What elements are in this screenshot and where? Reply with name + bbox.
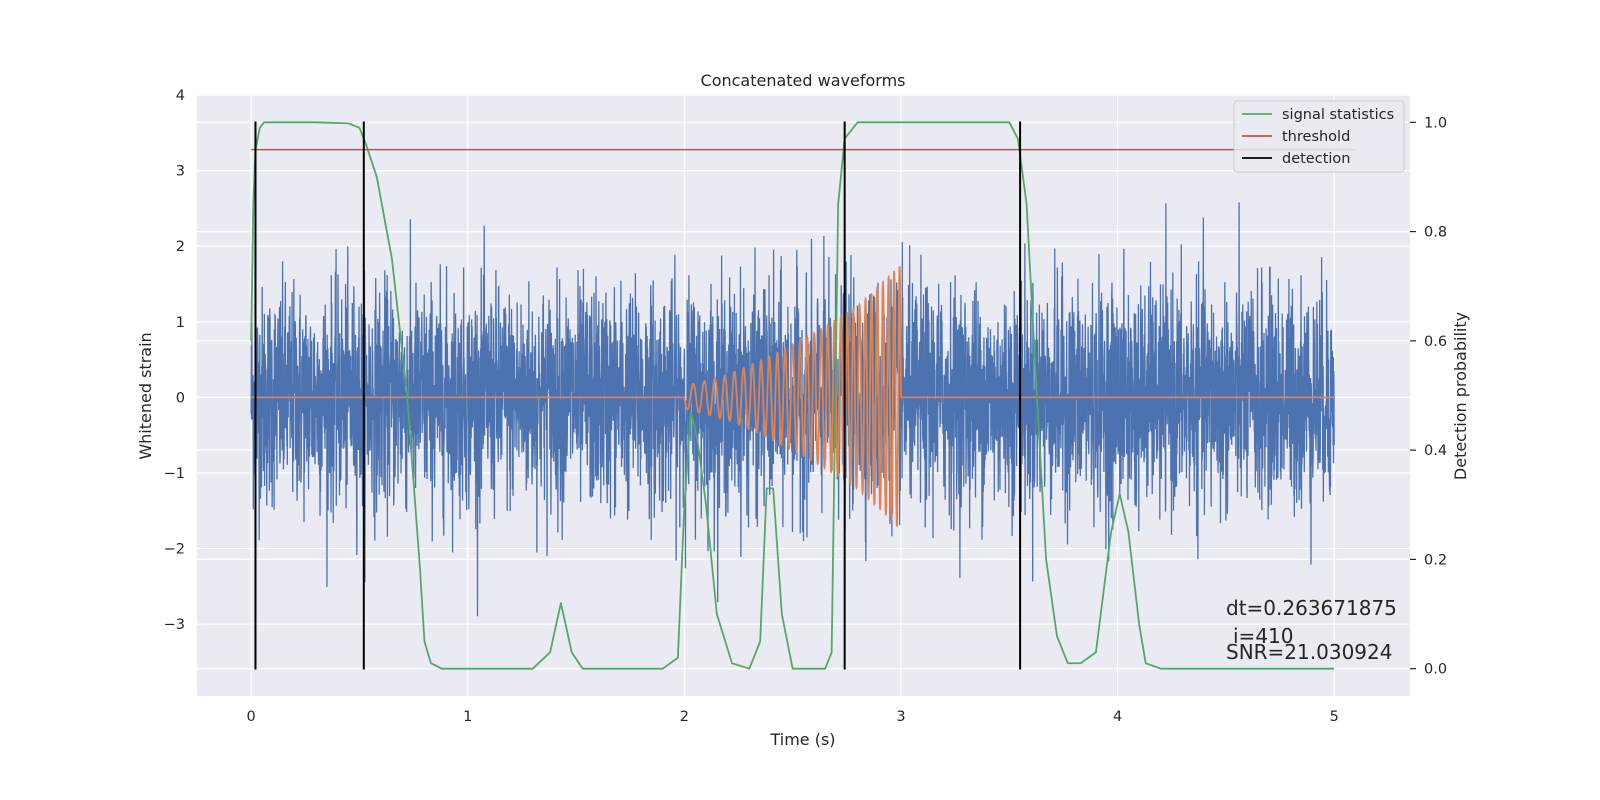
y-tick-label: 0 (176, 390, 185, 406)
strain-series (250, 202, 1335, 617)
signal-line (251, 266, 1335, 527)
signal-series (251, 266, 1335, 527)
annotation-snr: SNR=21.030924 (1226, 640, 1392, 664)
x-tick-label: 2 (680, 709, 689, 725)
x-tick-label: 3 (896, 709, 905, 725)
y-tick-label: −1 (164, 466, 185, 482)
detection-probability-series (250, 121, 1335, 670)
detection-probability-line (250, 121, 1335, 670)
x-tick-label: 5 (1330, 709, 1339, 725)
y-tick-label: −2 (164, 542, 185, 558)
tick-labels: 0 1 2 3 4 5 −3 −2 −1 0 1 2 3 4 0.0 0.2 0.4 0.6 0.8 1.0 (164, 88, 1447, 725)
x-tick-label: 1 (463, 709, 472, 725)
strain-line (250, 202, 1335, 617)
y2-tick-label: 0.2 (1424, 552, 1447, 568)
y-tick-label: 3 (176, 164, 185, 180)
chart-title: Concatenated waveforms (701, 71, 906, 90)
legend: signal statistics threshold detection (1233, 100, 1405, 173)
x-tick-label: 0 (247, 709, 256, 725)
annotation-dt: dt=0.263671875 (1226, 596, 1397, 620)
y2-tick-label: 0.6 (1424, 334, 1447, 350)
y-tick-label: 1 (176, 315, 185, 331)
detection-series (254, 121, 1022, 670)
y-axis-label: Whitened strain (136, 332, 155, 459)
y2-tick-label: 0.0 (1424, 662, 1447, 678)
y2-axis-label: Detection probability (1451, 312, 1470, 480)
x-tick-label: 4 (1113, 709, 1122, 725)
y-tick-label: 4 (176, 88, 185, 104)
legend-label-detection: detection (1282, 151, 1350, 167)
y-tick-label: 2 (176, 239, 185, 255)
legend-label-threshold: threshold (1282, 129, 1350, 145)
x-axis-label: Time (s) (769, 730, 835, 749)
y-tick-label: −3 (164, 617, 185, 633)
legend-label-signal-statistics: signal statistics (1282, 107, 1394, 123)
annotation-i: i=410 (1233, 624, 1294, 648)
y2-tick-label: 0.4 (1424, 443, 1447, 459)
y2-tick-label: 1.0 (1424, 115, 1447, 131)
y2-tick-label: 0.8 (1424, 225, 1447, 241)
legend-box (1233, 100, 1405, 173)
